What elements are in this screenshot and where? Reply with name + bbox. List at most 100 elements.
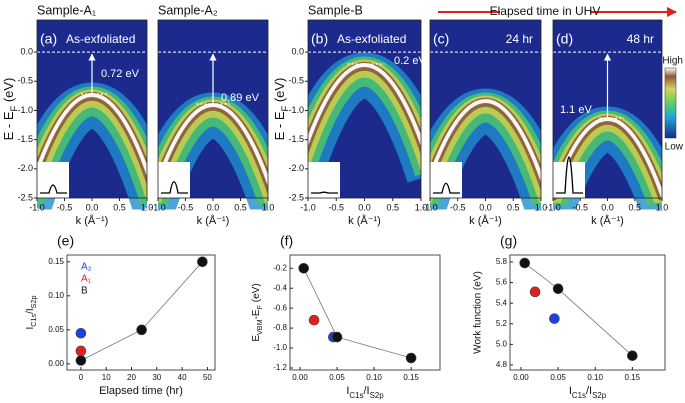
y-axis-label: IC1s/IS2p: [25, 296, 39, 330]
x-tick-label: 0.15: [625, 373, 641, 382]
x-tick-label: 1.0: [262, 202, 275, 212]
series-line: [303, 268, 412, 359]
label-part: VBM: [255, 319, 264, 335]
label-part: -E: [251, 309, 262, 319]
colorbar-low: Low: [665, 142, 684, 153]
x-tick-label: 0.10: [366, 373, 382, 382]
label-part: S2p: [592, 391, 607, 400]
y-tick-label: 5.2: [496, 319, 508, 328]
panel-label: (g): [500, 233, 517, 249]
data-point: [552, 283, 564, 295]
label-part: /I: [586, 385, 592, 397]
inset: [158, 162, 190, 198]
label-part: I: [569, 385, 572, 397]
x-tick-label: 1.0: [141, 202, 154, 212]
y-tick-label: 0.15: [48, 257, 64, 266]
colorbar-high: High: [662, 56, 683, 67]
x-tick-label: 1.0: [535, 202, 548, 212]
x-tick-label: -1.0: [150, 202, 166, 212]
label-part: C1s: [349, 391, 363, 400]
x-tick-label: 0.10: [587, 373, 603, 382]
x-tick-label: 0: [79, 373, 84, 382]
x-tick-label: 0.5: [507, 202, 520, 212]
x-tick-label: 1.0: [656, 202, 669, 212]
x-tick-label: 1.0: [415, 202, 428, 212]
x-tick-label: 0.5: [628, 202, 641, 212]
x-axis-label: k (Å⁻¹): [76, 214, 109, 227]
inset: [553, 162, 585, 198]
y-tick-label: -1.0: [288, 105, 304, 115]
x-tick-label: -0.5: [57, 202, 73, 212]
label-part: F: [255, 304, 264, 309]
x-tick-label: 0.15: [403, 373, 419, 382]
x-tick-label: -1.0: [29, 202, 45, 212]
label-part: E - E: [1, 111, 16, 140]
data-point: [197, 256, 208, 268]
y-axis-label: E - EF (eV): [1, 78, 19, 141]
band-dispersion: [37, 93, 147, 177]
colorbar: [664, 67, 677, 139]
label-part: E - E: [272, 111, 287, 140]
band-dispersion: [430, 99, 541, 183]
series-line: [80, 261, 203, 361]
y-tick-label: 5.4: [496, 298, 508, 307]
x-tick-label: 0.0: [479, 202, 492, 212]
y-tick-label: -1.5: [17, 134, 33, 144]
y-tick-label: -1.0: [273, 343, 287, 352]
x-axis-label: k (Å⁻¹): [197, 214, 230, 227]
data-point: [75, 355, 87, 366]
x-axis-label: Elapsed time (hr): [99, 385, 183, 397]
x-tick-label: -1.0: [422, 202, 438, 212]
label-part: C1s: [572, 391, 586, 400]
panel-label: (a): [40, 31, 57, 47]
data-point: [549, 313, 560, 324]
condition: 24 hr: [506, 32, 533, 46]
x-tick-label: -1.0: [545, 202, 561, 212]
label-part: (eV): [272, 78, 287, 106]
x-tick-label: 40: [178, 373, 187, 382]
band-dispersion: [308, 63, 421, 147]
label-part: S2p: [370, 391, 385, 400]
y-tick-label: -2.5: [288, 192, 304, 202]
panel-label: (c): [433, 31, 449, 47]
label-part: I: [25, 327, 36, 330]
y-tick-label: -0.5: [17, 76, 33, 86]
inset-peak: [161, 181, 188, 194]
condition: As-exfoliated: [66, 32, 135, 46]
gap-annotation: 0.72 eV: [101, 68, 140, 80]
inset-peak: [433, 182, 460, 194]
x-tick-label: 0.5: [386, 202, 399, 212]
data-point: [136, 324, 147, 336]
condition: As-exfoliated: [337, 32, 406, 46]
panel-title: Sample-B: [308, 3, 363, 17]
inset-peak: [556, 156, 583, 194]
label-part: S2p: [29, 296, 38, 309]
y-tick-label: 0.0: [291, 46, 304, 56]
data-point: [627, 350, 638, 361]
x-tick-label: 0.00: [513, 373, 529, 382]
x-tick-label: -0.5: [450, 202, 466, 212]
y-tick-label: -2.0: [17, 163, 33, 173]
x-axis-label: IC1s/IS2p: [346, 385, 384, 400]
y-tick-label: -0.4: [273, 283, 287, 292]
y-tick-label: -0.6: [273, 303, 287, 312]
x-axis-label: k (Å⁻¹): [469, 214, 502, 227]
label-part: /I: [363, 385, 369, 397]
y-axis-label: EVBM-EF (eV): [251, 283, 265, 341]
x-tick-label: 0.0: [358, 202, 371, 212]
panel-title: Sample-A₁: [37, 3, 96, 17]
data-point: [298, 262, 310, 274]
label-part: I: [346, 385, 349, 397]
x-axis-label: k (Å⁻¹): [348, 214, 381, 227]
x-tick-label: -0.5: [328, 202, 344, 212]
x-tick-label: 0.0: [601, 202, 614, 212]
data-point: [405, 352, 417, 364]
data-point: [331, 331, 343, 343]
legend-entry: A₁: [81, 274, 92, 285]
label-part: (eV): [1, 78, 16, 106]
gap-annotation: 1.1 eV: [560, 104, 592, 116]
y-tick-label: -0.2: [273, 263, 287, 272]
x-axis-label: IC1s/IS2p: [569, 385, 607, 400]
series-line: [524, 262, 633, 356]
